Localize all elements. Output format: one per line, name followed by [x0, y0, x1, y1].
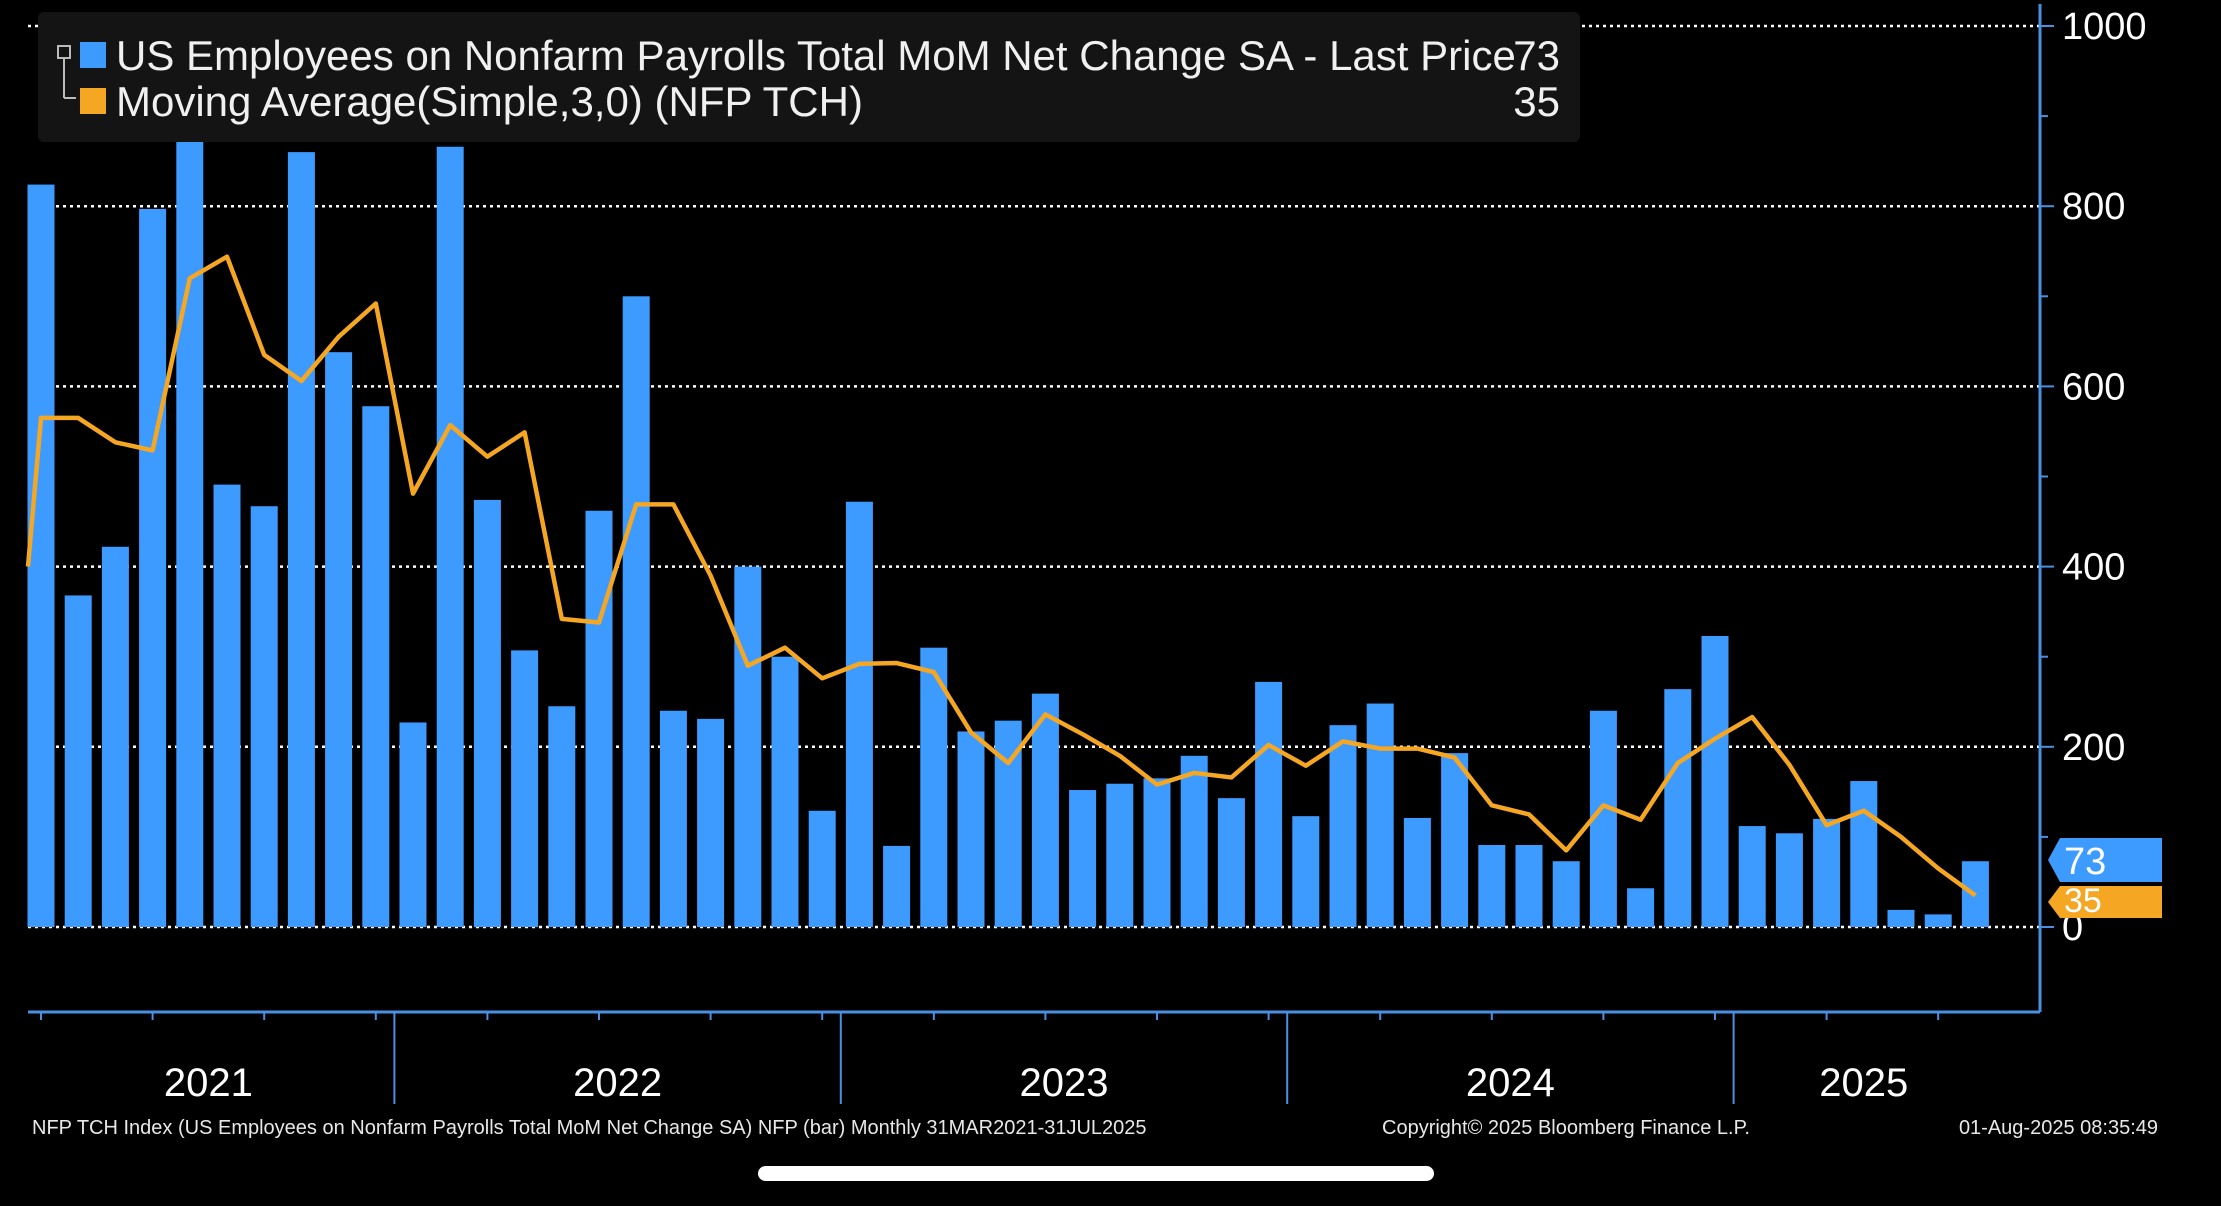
legend-ma-swatch [80, 88, 106, 114]
bar-2023-02[interactable] [883, 845, 911, 927]
bar-2024-10[interactable] [1627, 888, 1655, 927]
year-label-2025: 2025 [1819, 1061, 1908, 1105]
bar-2021-11[interactable] [325, 352, 353, 927]
footer-copyright-text: Copyright© 2025 Bloomberg Finance L.P. [1382, 1117, 1750, 1139]
bar-2021-09[interactable] [250, 506, 278, 927]
year-label-2022: 2022 [573, 1061, 662, 1105]
year-label-2024: 2024 [1466, 1061, 1555, 1105]
bar-2024-03[interactable] [1366, 703, 1394, 927]
ytick-label-400: 400 [2062, 547, 2125, 589]
bar-2025-02[interactable] [1775, 833, 1803, 927]
bar-2022-03[interactable] [473, 499, 501, 927]
last-ma-value-tag [2048, 886, 2162, 918]
bar-2023-08[interactable] [1106, 783, 1134, 927]
bar-2022-05[interactable] [548, 706, 576, 927]
footer-timestamp-text: 01-Aug-2025 08:35:49 [1959, 1117, 2158, 1139]
bar-2021-12[interactable] [362, 406, 390, 927]
bar-2021-03[interactable] [27, 184, 55, 928]
bar-2022-06[interactable] [585, 510, 613, 927]
legend-bar-swatch [80, 42, 106, 68]
ytick-label-200: 200 [2062, 727, 2125, 769]
bar-2024-01[interactable] [1292, 816, 1320, 927]
footer-source-text: NFP TCH Index (US Employees on Nonfarm P… [32, 1117, 1147, 1139]
last-value-tags: 73 35 [2048, 838, 2162, 920]
bar-2024-05[interactable] [1441, 753, 1469, 927]
last-bar-value-tag [2048, 838, 2162, 882]
bar-2022-10[interactable] [734, 566, 762, 927]
bar-2024-12[interactable] [1701, 635, 1729, 927]
bar-2023-06[interactable] [1031, 693, 1059, 927]
bar-2022-01[interactable] [399, 722, 427, 927]
legend-series1-value: 73 [1513, 32, 1560, 79]
bar-2025-04[interactable] [1850, 781, 1878, 927]
bar-2024-07[interactable] [1515, 845, 1543, 927]
bar-2023-01[interactable] [845, 501, 873, 927]
bar-2025-01[interactable] [1738, 826, 1766, 927]
bar-2022-09[interactable] [697, 718, 725, 927]
last-bar-value-label: 73 [2064, 841, 2106, 883]
bar-2023-11[interactable] [1217, 798, 1245, 927]
bar-2024-06[interactable] [1478, 845, 1506, 927]
bar-layer [27, 74, 1989, 928]
bar-2024-04[interactable] [1403, 817, 1431, 927]
bar-2022-07[interactable] [622, 296, 650, 927]
bar-2023-03[interactable] [920, 647, 948, 927]
year-label-2021: 2021 [164, 1061, 253, 1105]
bar-2022-11[interactable] [771, 656, 799, 927]
legend: US Employees on Nonfarm Payrolls Total M… [38, 12, 1580, 142]
bar-2025-05[interactable] [1887, 909, 1915, 927]
last-ma-value-label: 35 [2064, 882, 2102, 920]
bar-2023-07[interactable] [1069, 790, 1097, 927]
bar-2021-06[interactable] [139, 208, 167, 927]
bar-2022-02[interactable] [436, 146, 464, 927]
bar-2023-10[interactable] [1180, 755, 1208, 927]
home-indicator-bar[interactable] [758, 1166, 1434, 1181]
bar-2024-08[interactable] [1552, 861, 1580, 927]
bar-2021-10[interactable] [287, 152, 315, 927]
bar-2021-05[interactable] [101, 546, 129, 927]
bar-2022-04[interactable] [511, 650, 539, 927]
bar-2021-07[interactable] [176, 74, 204, 928]
bar-2022-08[interactable] [659, 710, 687, 927]
ytick-label-600: 600 [2062, 366, 2125, 408]
moving-average-line [25, 254, 1977, 898]
legend-background [38, 12, 1580, 142]
bar-2021-08[interactable] [213, 484, 241, 927]
ytick-label-1000: 1000 [2062, 6, 2147, 48]
year-label-2023: 2023 [1020, 1061, 1109, 1105]
bar-2023-09[interactable] [1143, 778, 1171, 927]
bar-2024-11[interactable] [1664, 689, 1692, 927]
bar-2024-02[interactable] [1329, 725, 1357, 927]
legend-series2-label: Moving Average(Simple,3,0) (NFP TCH) [116, 78, 863, 125]
bar-2025-03[interactable] [1813, 818, 1841, 927]
legend-series1-label: US Employees on Nonfarm Payrolls Total M… [116, 32, 1516, 79]
bar-2025-06[interactable] [1924, 914, 1952, 927]
bar-2021-04[interactable] [64, 595, 92, 927]
bar-2023-04[interactable] [957, 731, 985, 927]
bar-2022-12[interactable] [808, 810, 836, 927]
moving-average-layer [25, 254, 1977, 898]
legend-series2-value: 35 [1513, 78, 1560, 125]
ytick-label-800: 800 [2062, 186, 2125, 228]
bar-2023-12[interactable] [1255, 681, 1283, 927]
